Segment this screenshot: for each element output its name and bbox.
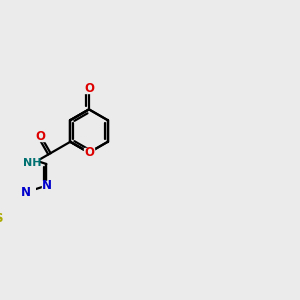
Bar [25, 158, 38, 167]
Bar [84, 148, 94, 157]
Text: O: O [84, 146, 94, 159]
Bar [0, 214, 4, 223]
Bar [42, 182, 51, 190]
Bar [84, 85, 94, 93]
Text: O: O [84, 82, 94, 95]
Text: N: N [21, 186, 31, 199]
Text: S: S [0, 212, 3, 225]
Bar [21, 188, 31, 196]
Text: O: O [36, 130, 46, 143]
Bar [36, 132, 46, 140]
Text: NH: NH [22, 158, 41, 168]
Text: N: N [41, 179, 51, 192]
